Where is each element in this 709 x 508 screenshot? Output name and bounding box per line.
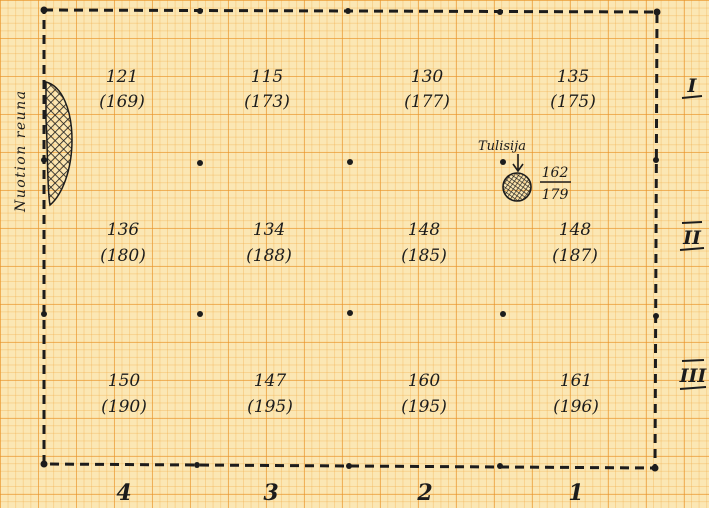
row-label-overline xyxy=(681,359,705,362)
cell-value-bottom: (180) xyxy=(100,246,146,266)
cell-value-bottom: (173) xyxy=(244,92,290,112)
fireplace-hatch-symbol xyxy=(502,172,532,202)
margin-label: Nuotion reuna xyxy=(13,89,29,213)
cell-value-top: 160 xyxy=(408,371,441,391)
peg-marker xyxy=(500,159,506,165)
column-labels: 4 3 2 1 xyxy=(116,480,583,506)
column-label: 2 xyxy=(416,480,432,506)
column-label: 1 xyxy=(568,480,583,506)
peg-marker xyxy=(653,8,661,16)
peg-marker xyxy=(194,462,200,468)
peg-marker xyxy=(345,8,351,14)
peg-marker xyxy=(347,159,353,165)
row-label-overline xyxy=(681,221,703,224)
cell-value-top: 136 xyxy=(107,220,140,240)
hatched-edge-area xyxy=(45,81,73,207)
cell-value-bottom: (195) xyxy=(401,397,447,417)
cell-value-bottom: (175) xyxy=(550,92,596,112)
peg-marker xyxy=(197,160,203,166)
peg-marker xyxy=(40,6,48,14)
row-label: II xyxy=(682,227,702,249)
column-label: 3 xyxy=(263,480,278,506)
row-label-underline xyxy=(681,95,703,99)
cell-value-top: 121 xyxy=(106,67,138,87)
cell-value-bottom: (195) xyxy=(247,397,293,417)
peg-marker xyxy=(651,464,659,472)
cell-value-bottom: (185) xyxy=(401,246,447,266)
row-label-underline xyxy=(679,247,705,251)
cell-value-top: 148 xyxy=(559,220,592,240)
peg-marker xyxy=(497,9,503,15)
cell-value-top: 135 xyxy=(557,67,589,87)
cell-measurements: 121 (169) 115 (173) 130 (177) 135 (175) … xyxy=(99,67,599,417)
fireplace-value-top: 162 xyxy=(542,165,569,181)
row-label-underline xyxy=(679,386,707,390)
cell-value-bottom: (169) xyxy=(99,92,145,112)
peg-marker xyxy=(653,157,659,163)
peg-marker xyxy=(653,313,659,319)
cell-value-bottom: (190) xyxy=(101,397,147,417)
peg-marker xyxy=(197,8,203,14)
peg-marker xyxy=(41,157,47,163)
fireplace-value-bottom: 179 xyxy=(542,187,569,203)
cell-value-top: 130 xyxy=(411,67,444,87)
cell-value-top: 161 xyxy=(560,371,592,391)
cell-value-bottom: (196) xyxy=(553,397,599,417)
column-label: 4 xyxy=(116,480,131,506)
cell-value-top: 115 xyxy=(251,67,283,87)
peg-marker xyxy=(497,463,503,469)
cell-value-bottom: (188) xyxy=(246,246,292,266)
peg-marker xyxy=(346,463,352,469)
peg-marker xyxy=(197,311,203,317)
cell-value-bottom: (187) xyxy=(552,246,598,266)
peg-marker xyxy=(41,311,47,317)
fireplace-arrow xyxy=(512,154,524,173)
peg-marker xyxy=(40,460,48,468)
cell-value-top: 148 xyxy=(408,220,441,240)
cell-value-top: 150 xyxy=(108,371,141,391)
cell-value-bottom: (177) xyxy=(404,92,450,112)
row-labels: I II III xyxy=(679,75,708,390)
grid-peg-markers xyxy=(40,6,661,472)
peg-marker xyxy=(500,311,506,317)
fireplace-label: Tulisija xyxy=(478,139,526,154)
cell-value-top: 134 xyxy=(253,220,285,240)
peg-marker xyxy=(347,310,353,316)
row-label: I xyxy=(687,75,698,97)
cell-value-top: 147 xyxy=(254,371,287,391)
row-label: III xyxy=(679,365,708,387)
